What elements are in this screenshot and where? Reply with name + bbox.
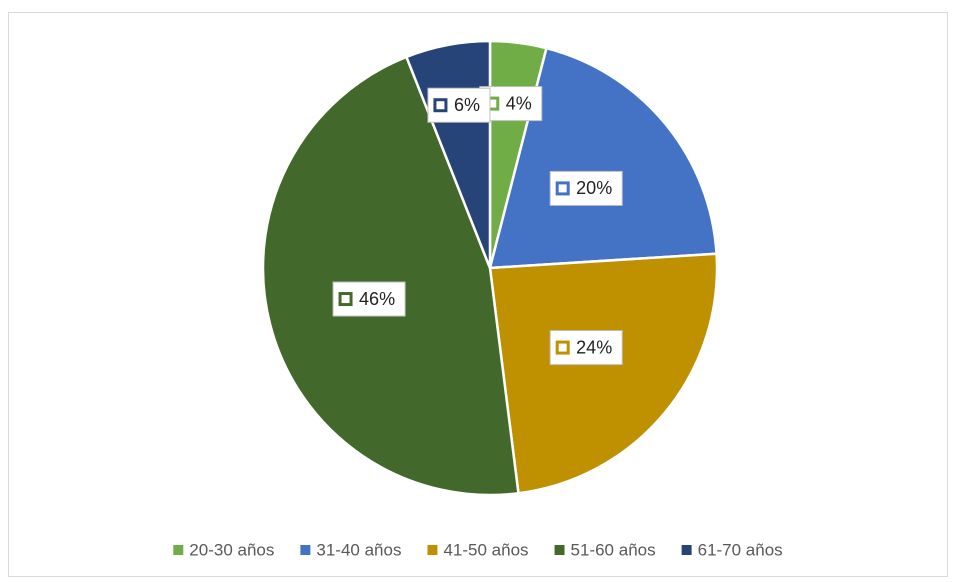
data-label: 6%: [427, 87, 491, 123]
data-label-key: [433, 98, 448, 113]
legend: 20-30 años 31-40 años 41-50 años 51-60 años…: [173, 540, 783, 559]
data-label-text: 46%: [359, 289, 395, 309]
legend-label: 20-30 años: [189, 540, 274, 559]
data-label-key: [338, 292, 353, 307]
data-label-key: [555, 181, 570, 196]
legend-key: [173, 545, 184, 555]
data-label: 24%: [549, 330, 623, 366]
legend-label: 41-50 años: [443, 540, 528, 559]
data-label-key: [555, 340, 570, 355]
legend-label: 51-60 años: [571, 540, 656, 559]
data-labels: 4% 20% 24% 46% 6%: [332, 86, 623, 366]
pie-slice: [261, 55, 520, 497]
data-label-text: 24%: [576, 337, 612, 357]
data-label-text: 6%: [454, 95, 480, 115]
data-label-text: 20%: [576, 178, 612, 198]
data-label: 46%: [332, 281, 406, 317]
legend-key: [300, 545, 311, 555]
pie-slice: [488, 252, 719, 495]
legend-label: 61-70 años: [698, 540, 783, 559]
legend-key: [554, 545, 565, 555]
data-label-text: 4%: [506, 93, 532, 113]
legend-key: [681, 545, 692, 555]
legend-key: [427, 545, 438, 555]
legend-label: 31-40 años: [316, 540, 401, 559]
data-label: 20%: [549, 170, 623, 206]
pie-slice: [488, 46, 718, 270]
